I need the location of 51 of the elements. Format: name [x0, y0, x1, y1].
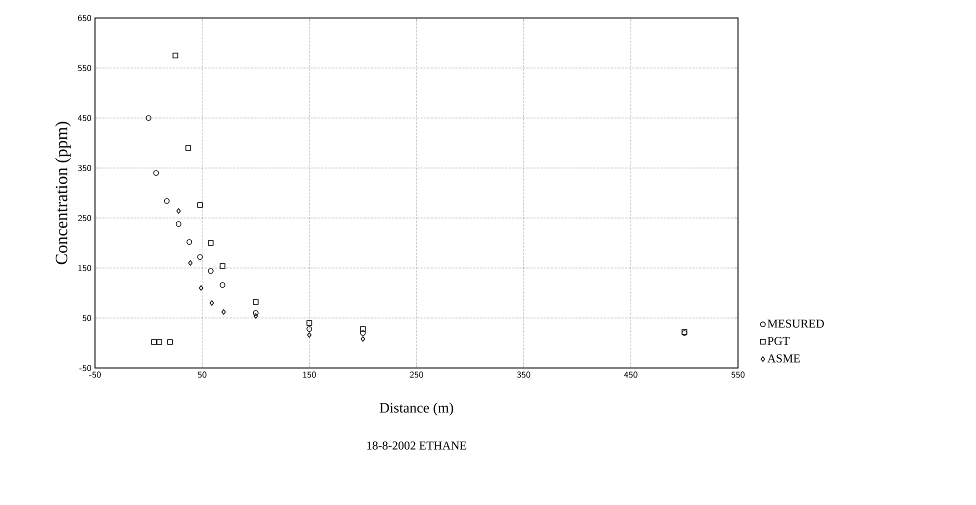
x-tick-label: 550: [731, 372, 745, 378]
point: [254, 313, 258, 319]
point: [360, 330, 366, 336]
x-tick-label: 50: [198, 372, 206, 378]
point: [186, 239, 192, 245]
y-tick-label: 550: [78, 64, 92, 72]
legend-label: PGT: [768, 337, 790, 346]
point: [360, 336, 366, 342]
point: [197, 202, 203, 208]
x-tick-label: 350: [517, 372, 530, 378]
point: [307, 332, 312, 338]
point: [151, 339, 157, 345]
point: [188, 260, 193, 266]
point: [176, 221, 182, 227]
point: [208, 268, 214, 274]
legend-label: ASME: [767, 354, 800, 362]
x-tick-label: -50: [88, 372, 101, 378]
point: [220, 263, 226, 269]
text: 18-8-2002 ETHANE: [367, 442, 466, 450]
y-tick-label: 350: [78, 164, 92, 172]
point: [252, 299, 259, 305]
y-tick-label: 450: [78, 114, 92, 122]
point: [153, 170, 159, 176]
y-tick-label: 650: [78, 14, 92, 22]
point: [306, 326, 312, 332]
point: [221, 309, 226, 315]
point: [220, 282, 226, 288]
y-tick-label: 150: [78, 264, 92, 272]
point: [252, 310, 259, 316]
point: [198, 285, 204, 291]
point: [306, 320, 312, 326]
point: [176, 208, 181, 214]
point: [208, 240, 214, 246]
point: [360, 326, 366, 332]
point: [167, 339, 173, 345]
point: [172, 52, 178, 58]
x-tick-label: 250: [410, 372, 424, 378]
point: [185, 145, 192, 151]
legend-label: MESURED: [768, 320, 824, 328]
y-tick-label: 250: [78, 214, 92, 222]
point: [156, 339, 162, 345]
point: [210, 300, 214, 306]
point: [164, 198, 170, 204]
x-axis-title: Distance (m): [380, 402, 454, 416]
x-tick-label: 150: [303, 372, 316, 378]
point: [146, 115, 152, 121]
y-tick-label: 50: [82, 314, 92, 322]
point: [197, 254, 203, 260]
x-tick-label: 450: [624, 372, 638, 378]
y-tick-label: -50: [79, 364, 92, 372]
y-axis-title: Concentration (ppm): [55, 122, 71, 264]
